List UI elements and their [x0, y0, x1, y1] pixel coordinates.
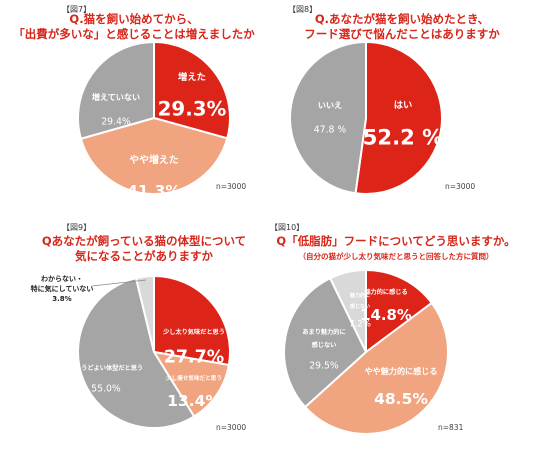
chart-title-line-1: Qあなたが飼っている猫の体型について	[41, 234, 247, 248]
slice-label: やや魅力的に感じる	[365, 366, 438, 376]
chart-title-line-1: Q.猫を飼い始めてから、	[69, 12, 199, 26]
callout-label-line-1: わからない・	[41, 275, 83, 283]
slice-label: 少し痩せ気味だと思う	[165, 374, 222, 382]
sample-size-label: n=3000	[445, 182, 476, 191]
slice-value: 14.8%	[360, 306, 412, 324]
slice-value: 41.3%	[127, 182, 181, 200]
pie-chart-fig9: 少し太り気味だと思う 27.7% 少し痩せ気味だと思う 13.4% ちょうどよい体型だと…	[69, 274, 231, 429]
pie-slice	[354, 40, 443, 195]
slice-label: 感じない	[312, 341, 337, 349]
slice-value: 48.5%	[374, 390, 428, 408]
pie-slice	[77, 40, 155, 140]
chart-panel-fig7: 【図7】 Q.猫を飼い始めてから、 「出費が多いな」と感じることは増えましたか …	[0, 0, 268, 235]
slice-label: あまり魅力的に	[302, 328, 345, 336]
slice-label: 魅力的に感じる	[364, 288, 407, 296]
sample-size-label: n=3000	[216, 182, 247, 191]
slice-value: 27.7%	[164, 347, 224, 367]
slice-value: 7.2%	[349, 320, 371, 330]
chart-title-line-2: 「出費が多いな」と感じることは増えましたか	[13, 27, 255, 41]
chart-title-line-2: フード選びで悩んだことはありますか	[304, 27, 500, 41]
slice-label: 増えていない	[92, 92, 140, 102]
slice-value: 29.3%	[158, 98, 227, 121]
slice-value: 29.5%	[309, 360, 339, 371]
pie-chart-fig10: 魅力的に感じる14.8%やや魅力的に感じる48.5%あまり魅力的に感じない29.…	[283, 268, 449, 435]
callout-leader-line	[91, 279, 147, 287]
chart-panel-fig10: 【図10】 Q「低脂肪」フードについてどう思いますか。 （自分の猫が少し太り気味…	[268, 222, 536, 471]
figure-tag: 【図7】	[62, 5, 92, 14]
slice-value: 52.2 %	[363, 125, 444, 150]
slice-label: 少し太り気味だと思う	[162, 328, 225, 336]
pie-slice	[303, 301, 449, 435]
figure-tag: 【図9】	[62, 223, 92, 232]
slice-label: いいえ	[318, 100, 342, 110]
sample-size-label: n=831	[438, 423, 464, 432]
slice-label: やや増えた	[129, 153, 179, 166]
pie-chart-fig7: 増えた 29.3% やや増えた 41.3% 増えていない 29.4%	[77, 40, 231, 200]
figure-tag: 【図10】	[270, 223, 305, 232]
pie-slice	[77, 276, 196, 429]
chart-panel-fig9: 【図9】 Qあなたが飼っている猫の体型について 気になることがありますか わから…	[0, 222, 268, 471]
chart-subtitle: （自分の猫が少し太り気味だと思うと回答した方に質問）	[298, 252, 494, 261]
pie-slice	[328, 268, 367, 353]
chart-title-line-1: Q「低脂肪」フードについてどう思いますか。	[276, 234, 516, 248]
slice-label: 魅力的に	[350, 292, 370, 299]
slice-value: 13.4%	[167, 392, 221, 410]
sample-size-label: n=3000	[216, 423, 247, 432]
slice-label: ちょうどよい体型だと思う	[69, 364, 143, 372]
chart-title-line-2: 気になることがありますか	[75, 249, 213, 263]
pie-slice	[153, 274, 231, 367]
pie-chart-fig8: はい 52.2 % いいえ 47.8 %	[289, 40, 444, 195]
slice-value: 47.8 %	[314, 124, 347, 135]
pie-slice	[365, 268, 434, 354]
slice-label: 感じない	[350, 303, 370, 310]
slice-label: 増えた	[178, 71, 206, 83]
slice-value: 55.0%	[91, 383, 121, 394]
chart-panel-fig8: 【図8】 Q.あなたが猫を飼い始めたとき、 フード選びで悩んだことはありますか …	[268, 0, 536, 235]
chart-title-line-1: Q.あなたが猫を飼い始めたとき、	[314, 12, 490, 26]
slice-value: 29.4%	[101, 116, 131, 127]
pie-slice	[153, 40, 231, 140]
pie-slice	[151, 350, 231, 418]
callout-value: 3.8%	[52, 295, 72, 303]
pie-slice	[289, 40, 367, 195]
figure-tag: 【図8】	[288, 5, 318, 14]
pie-slice	[79, 116, 229, 195]
callout-label-line-2: 特に気にしていない	[30, 285, 94, 293]
slice-label: はい	[394, 100, 413, 111]
pie-slice	[134, 274, 155, 353]
